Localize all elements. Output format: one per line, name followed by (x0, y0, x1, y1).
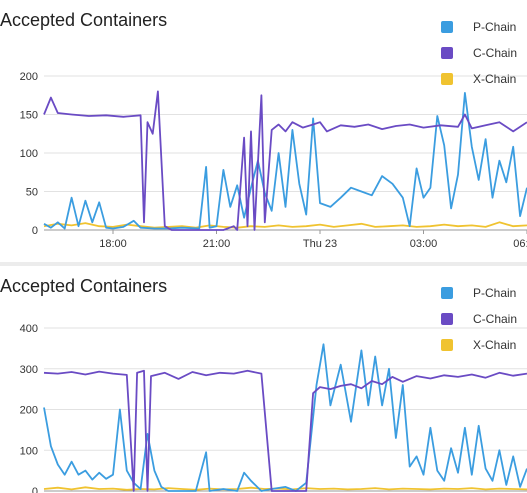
legend-item-p-chain[interactable]: P-Chain (441, 280, 517, 306)
legend-item-c-chain[interactable]: C-Chain (441, 306, 517, 332)
chart-title-bottom: Accepted Containers (0, 276, 168, 296)
legend-item-p-chain[interactable]: P-Chain (441, 14, 517, 40)
legend-top: P-Chain C-Chain X-Chain (441, 14, 517, 92)
y-tick-label: 400 (20, 323, 38, 335)
series-line-p-chain[interactable] (43, 343, 527, 492)
series-line-c-chain[interactable] (43, 369, 527, 492)
y-tick-label: 0 (32, 225, 38, 237)
x-tick-label: 21:00 (203, 238, 231, 250)
panel-divider (0, 262, 527, 266)
legend-swatch-x-chain (441, 73, 453, 85)
legend-swatch-p-chain (441, 287, 453, 299)
y-tick-label: 200 (20, 405, 38, 417)
y-tick-label: 150 (20, 110, 38, 122)
chart-panel-bottom: 0 100 200 300 400 Accepted Containers P-Chai… (0, 266, 527, 493)
x-tick-label: 03:00 (410, 238, 438, 250)
legend-item-x-chain[interactable]: X-Chain (441, 332, 517, 358)
legend-swatch-c-chain (441, 313, 453, 325)
x-tick-label: 18:00 (99, 238, 127, 250)
legend-label: C-Chain (473, 312, 518, 326)
legend-label: X-Chain (473, 338, 517, 352)
legend-swatch-p-chain (441, 21, 453, 33)
x-tick-label: Thu 23 (303, 238, 337, 250)
legend-swatch-x-chain (441, 339, 453, 351)
series-line-x-chain[interactable] (43, 221, 527, 229)
legend-label: P-Chain (473, 286, 517, 300)
legend-label: X-Chain (473, 72, 517, 86)
legend-swatch-c-chain (441, 47, 453, 59)
y-tick-label: 200 (20, 71, 38, 83)
y-tick-label: 100 (20, 148, 38, 160)
legend-label: P-Chain (473, 20, 517, 34)
x-tick-label: 06:00 (513, 238, 527, 250)
legend-item-x-chain[interactable]: X-Chain (441, 66, 517, 92)
chart-plot-bottom: 0 100 200 300 400 (20, 323, 527, 493)
y-tick-label: 100 (20, 445, 38, 457)
series-line-x-chain[interactable] (43, 486, 527, 491)
legend-bottom: P-Chain C-Chain X-Chain (441, 280, 517, 358)
series-line-p-chain[interactable] (43, 92, 527, 230)
y-tick-label: 0 (32, 486, 38, 493)
legend-item-c-chain[interactable]: C-Chain (441, 40, 517, 66)
legend-label: C-Chain (473, 46, 518, 60)
chart-title-top: Accepted Containers (0, 10, 168, 30)
chart-panel-top: 0 50 100 150 200 18:00 21:00 Thu 23 03:00 06:00 A… (0, 10, 527, 250)
y-tick-label: 50 (26, 187, 38, 199)
y-tick-label: 300 (20, 364, 38, 376)
series-line-c-chain[interactable] (43, 90, 527, 231)
